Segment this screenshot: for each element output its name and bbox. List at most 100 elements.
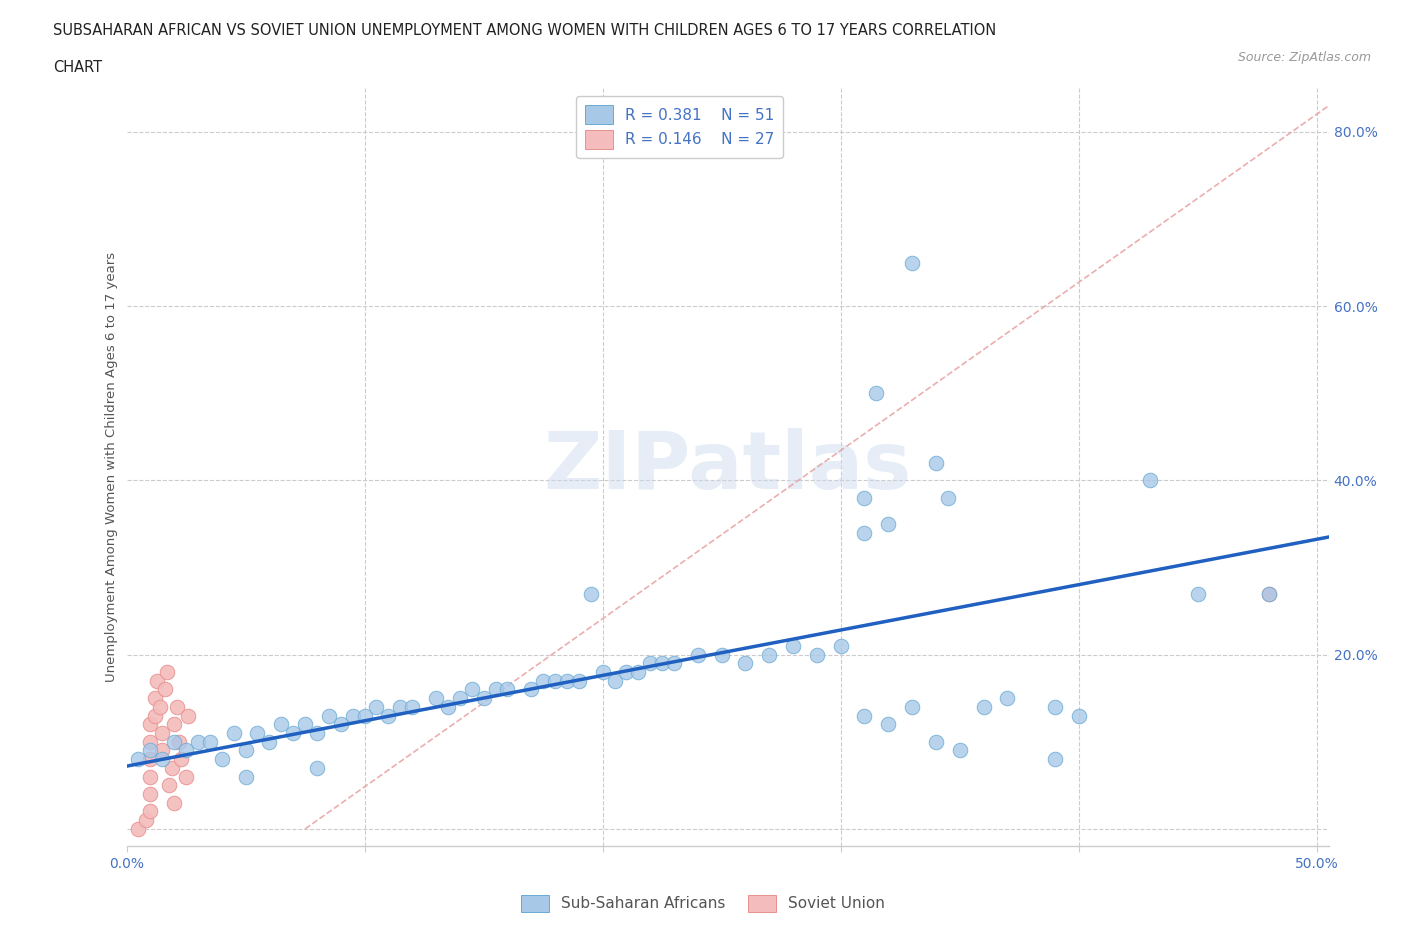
Point — [401, 699, 423, 714]
Point — [150, 751, 173, 766]
Point — [146, 673, 169, 688]
Text: ZIPatlas: ZIPatlas — [544, 429, 911, 506]
Point — [425, 691, 447, 706]
Point — [651, 656, 673, 671]
Point — [211, 751, 233, 766]
Point — [544, 673, 567, 688]
Point — [305, 761, 328, 776]
Point — [531, 673, 554, 688]
Point — [294, 717, 316, 732]
Point — [1258, 586, 1281, 601]
Point — [616, 665, 638, 680]
Point — [520, 682, 543, 697]
Point — [222, 725, 245, 740]
Point — [149, 699, 172, 714]
Point — [568, 673, 591, 688]
Point — [686, 647, 709, 662]
Point — [449, 691, 471, 706]
Point — [437, 699, 460, 714]
Point — [177, 708, 200, 723]
Point — [662, 656, 685, 671]
Point — [156, 665, 179, 680]
Point — [143, 708, 166, 723]
Point — [366, 699, 388, 714]
Point — [1258, 586, 1281, 601]
Point — [484, 682, 506, 697]
Point — [936, 490, 959, 505]
Point — [603, 673, 626, 688]
Point — [389, 699, 412, 714]
Point — [1043, 699, 1066, 714]
Point — [153, 682, 176, 697]
Point — [973, 699, 995, 714]
Legend: R = 0.381    N = 51, R = 0.146    N = 27: R = 0.381 N = 51, R = 0.146 N = 27 — [576, 96, 783, 158]
Point — [139, 751, 162, 766]
Point — [174, 743, 197, 758]
Point — [901, 699, 924, 714]
Legend: Sub-Saharan Africans, Soviet Union: Sub-Saharan Africans, Soviet Union — [515, 889, 891, 918]
Point — [235, 743, 257, 758]
Y-axis label: Unemployment Among Women with Children Ages 6 to 17 years: Unemployment Among Women with Children A… — [105, 252, 118, 683]
Point — [1187, 586, 1209, 601]
Point — [163, 795, 186, 810]
Point — [127, 821, 149, 836]
Point — [806, 647, 828, 662]
Point — [139, 735, 162, 750]
Point — [160, 761, 183, 776]
Point — [270, 717, 292, 732]
Point — [157, 777, 180, 792]
Point — [329, 717, 352, 732]
Point — [853, 525, 876, 540]
Point — [638, 656, 661, 671]
Point — [627, 665, 650, 680]
Point — [139, 787, 162, 802]
Point — [877, 516, 900, 531]
Point — [901, 255, 924, 270]
Point — [246, 725, 269, 740]
Point — [167, 735, 190, 750]
Point — [949, 743, 972, 758]
Point — [877, 717, 900, 732]
Point — [853, 490, 876, 505]
Point — [579, 586, 602, 601]
Point — [143, 691, 166, 706]
Point — [496, 682, 519, 697]
Point — [592, 665, 614, 680]
Point — [925, 735, 948, 750]
Point — [472, 691, 495, 706]
Point — [259, 735, 281, 750]
Point — [150, 743, 173, 758]
Point — [710, 647, 733, 662]
Point — [139, 769, 162, 784]
Point — [150, 725, 173, 740]
Text: CHART: CHART — [53, 60, 103, 75]
Point — [166, 699, 188, 714]
Point — [758, 647, 780, 662]
Point — [1067, 708, 1090, 723]
Point — [170, 751, 193, 766]
Point — [174, 769, 197, 784]
Point — [139, 804, 162, 819]
Point — [1043, 751, 1066, 766]
Point — [853, 708, 876, 723]
Point — [377, 708, 399, 723]
Point — [995, 691, 1018, 706]
Text: Source: ZipAtlas.com: Source: ZipAtlas.com — [1237, 51, 1371, 64]
Point — [305, 725, 328, 740]
Point — [318, 708, 340, 723]
Point — [1139, 473, 1161, 488]
Point — [342, 708, 364, 723]
Point — [139, 717, 162, 732]
Point — [734, 656, 756, 671]
Point — [139, 743, 162, 758]
Point — [283, 725, 305, 740]
Point — [925, 456, 948, 471]
Point — [163, 717, 186, 732]
Point — [235, 769, 257, 784]
Point — [865, 386, 887, 401]
Point — [198, 735, 221, 750]
Point — [187, 735, 209, 750]
Point — [782, 639, 804, 654]
Point — [135, 813, 157, 828]
Point — [163, 735, 186, 750]
